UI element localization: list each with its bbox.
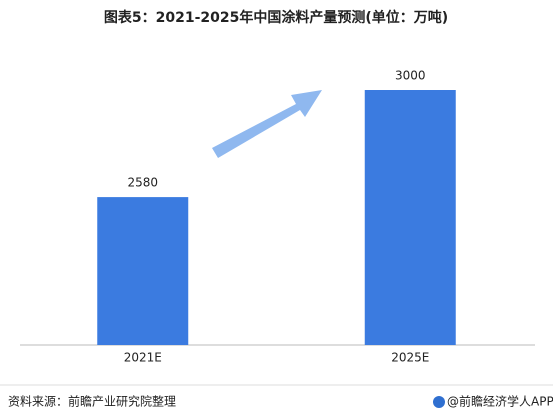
data-label: 2580	[127, 176, 158, 190]
x-tick-label: 2021E	[124, 351, 162, 365]
trend-arrow	[212, 90, 322, 158]
source: 资料来源：前瞻产业研究院整理	[8, 394, 176, 409]
brand-icon	[433, 396, 445, 408]
chart-title: 图表5：2021-2025年中国涂料产量预测(单位：万吨)	[104, 9, 448, 26]
bar	[364, 90, 456, 345]
x-tick-label: 2025E	[391, 351, 429, 365]
brand: @前瞻经济学人APP	[447, 394, 553, 409]
bar	[97, 197, 189, 345]
data-label: 3000	[395, 69, 426, 83]
